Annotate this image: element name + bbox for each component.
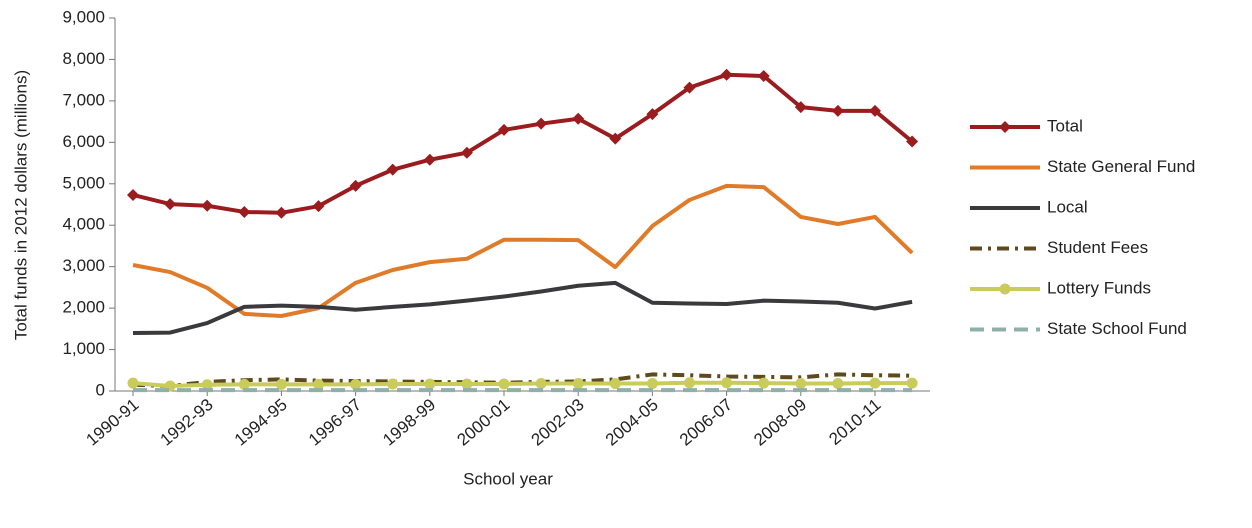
y-tick-label: 8,000: [62, 49, 105, 68]
y-tick-label: 2,000: [62, 298, 105, 317]
y-tick-label: 0: [96, 380, 105, 399]
x-tick-label: 2002-03: [528, 395, 588, 450]
x-tick-label: 2006-07: [676, 395, 736, 450]
marker: [869, 104, 881, 117]
marker: [350, 378, 362, 390]
marker: [757, 70, 770, 83]
marker: [683, 81, 696, 94]
y-axis-title: Total funds in 2012 dollars (millions): [11, 70, 30, 340]
marker: [646, 378, 658, 390]
x-tick-label: 1990-91: [82, 395, 142, 450]
series-line: [132, 380, 913, 389]
legend-label: Student Fees: [1047, 238, 1148, 257]
marker: [720, 68, 733, 81]
legend-marker: [999, 121, 1011, 133]
marker: [238, 205, 251, 218]
x-axis-title: School year: [463, 469, 553, 488]
marker: [869, 377, 881, 389]
marker: [349, 179, 362, 192]
marker: [424, 378, 436, 390]
marker: [312, 200, 325, 213]
x-tick-label: 2010-11: [825, 395, 884, 449]
marker: [127, 377, 139, 389]
marker: [721, 377, 733, 389]
marker: [201, 379, 213, 391]
marker: [795, 378, 807, 390]
marker: [498, 378, 510, 390]
marker: [386, 163, 399, 176]
x-tick-label: 1994-95: [231, 395, 291, 450]
series-line: [132, 72, 914, 215]
x-tick-label: 2000-01: [453, 395, 513, 450]
y-tick-label: 4,000: [62, 215, 105, 234]
marker: [313, 378, 324, 390]
marker: [127, 188, 139, 201]
marker: [275, 206, 288, 219]
marker: [201, 199, 214, 212]
marker: [275, 378, 287, 390]
legend-label: State General Fund: [1047, 157, 1195, 176]
marker: [461, 378, 473, 390]
x-tick-label: 2004-05: [602, 395, 662, 450]
marker: [684, 377, 695, 389]
marker: [794, 101, 807, 114]
y-tick-label: 9,000: [62, 7, 105, 26]
x-tick-label: 2008-09: [750, 395, 810, 450]
legend-label: State School Fund: [1047, 319, 1187, 338]
series-line: [132, 280, 913, 335]
y-tick-label: 1,000: [62, 339, 105, 358]
marker: [535, 117, 548, 130]
marker: [572, 378, 584, 390]
legend-label: Lottery Funds: [1047, 278, 1151, 297]
marker: [387, 378, 399, 390]
marker: [646, 108, 659, 121]
y-tick-label: 3,000: [62, 256, 105, 275]
legend-marker: [999, 283, 1011, 295]
marker: [164, 198, 177, 211]
legend-label: Total: [1047, 116, 1083, 135]
marker: [609, 378, 621, 390]
marker: [906, 135, 919, 148]
legend-label: Local: [1047, 197, 1088, 216]
marker: [535, 378, 547, 390]
marker: [460, 146, 473, 159]
marker: [498, 123, 510, 136]
marker: [238, 378, 250, 390]
y-tick-label: 6,000: [62, 132, 105, 151]
marker: [831, 104, 844, 117]
y-tick-label: 7,000: [62, 90, 105, 109]
x-tick-label: 1998-99: [379, 395, 439, 450]
x-tick-label: 1992-93: [157, 395, 217, 450]
y-tick-label: 5,000: [62, 173, 105, 192]
marker: [758, 377, 770, 389]
marker: [572, 112, 585, 125]
x-tick-label: 1996-97: [305, 395, 365, 450]
marker: [423, 153, 436, 166]
series-line: [132, 183, 914, 318]
marker: [609, 132, 622, 145]
marker: [906, 377, 918, 389]
marker: [832, 378, 844, 390]
